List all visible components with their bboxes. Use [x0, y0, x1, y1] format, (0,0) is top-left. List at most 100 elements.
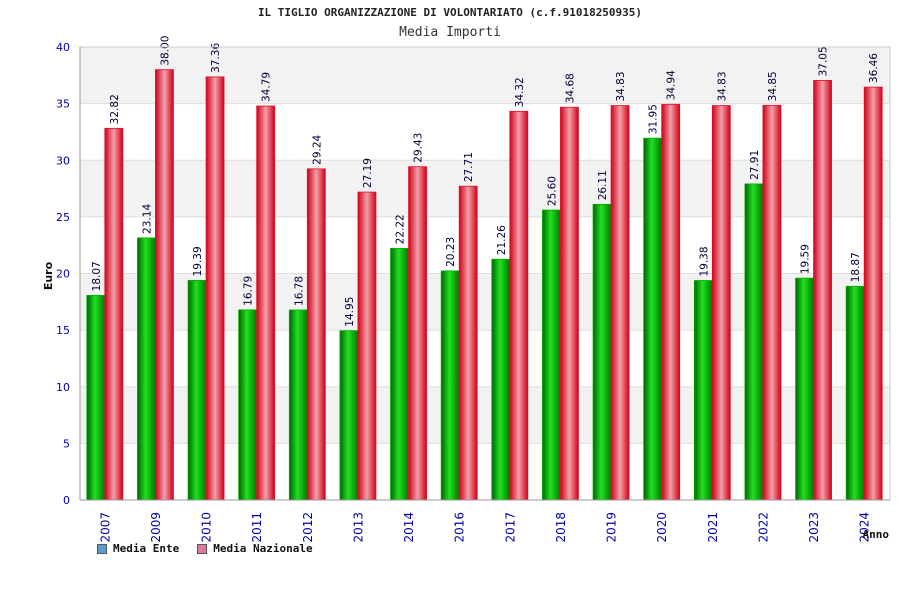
- legend-label-ente: Media Ente: [113, 542, 180, 555]
- legend-label-nazionale: Media Nazionale: [213, 542, 313, 555]
- bar-media-ente: [440, 270, 460, 501]
- data-label: 19.38: [698, 246, 710, 276]
- data-label: 19.39: [192, 246, 204, 276]
- data-label: 27.91: [749, 150, 761, 180]
- bar-media-ente: [137, 237, 156, 501]
- y-tick-label: 40: [56, 41, 70, 54]
- data-label: 16.79: [243, 276, 255, 306]
- x-tick-label: 2018: [554, 512, 568, 543]
- bar-media-nazionale: [560, 106, 579, 501]
- x-tick-label: 2023: [807, 512, 821, 543]
- bar-media-ente: [238, 309, 258, 501]
- data-label: 34.68: [564, 73, 576, 103]
- x-tick-label: 2017: [503, 512, 517, 543]
- data-label: 34.32: [514, 77, 526, 107]
- data-label: 38.00: [159, 36, 171, 66]
- x-tick-label: 2022: [756, 512, 770, 543]
- bar-media-nazionale: [813, 80, 832, 501]
- x-tick-label: 2013: [351, 512, 365, 543]
- data-label: 29.24: [311, 134, 323, 164]
- y-tick-label: 0: [63, 494, 70, 507]
- x-tick-label: 2010: [200, 512, 214, 543]
- data-label: 37.05: [818, 46, 830, 76]
- bar-media-ente: [643, 137, 663, 501]
- bar-media-ente: [187, 280, 207, 501]
- data-label: 26.11: [597, 170, 609, 200]
- x-tick-label: 2016: [453, 512, 467, 543]
- bar-media-nazionale: [104, 127, 124, 501]
- data-label: 31.95: [648, 104, 660, 134]
- data-label: 34.83: [716, 71, 728, 101]
- data-label: 34.79: [261, 72, 273, 102]
- y-axis-label: Euro: [42, 261, 55, 290]
- bar-media-nazionale: [205, 76, 225, 501]
- bar-media-nazionale: [509, 110, 529, 501]
- legend-item-nazionale: Media Nazionale: [197, 542, 313, 555]
- data-label: 27.19: [362, 158, 374, 188]
- bar-media-ente: [390, 247, 409, 501]
- data-label: 22.22: [395, 214, 407, 244]
- x-tick-label: 2014: [402, 512, 416, 543]
- legend-item-ente: Media Ente: [97, 542, 179, 555]
- data-label: 18.87: [850, 252, 862, 282]
- data-label: 19.59: [800, 244, 812, 274]
- y-tick-label: 5: [63, 437, 70, 450]
- data-label: 32.82: [109, 94, 121, 124]
- data-label: 14.95: [344, 297, 356, 327]
- bar-media-nazionale: [711, 105, 731, 501]
- bar-media-nazionale: [306, 168, 326, 501]
- bar-media-nazionale: [256, 105, 276, 501]
- bar-media-ente: [339, 330, 359, 501]
- chart-legend: Media Ente Media Nazionale: [97, 542, 313, 555]
- data-label: 21.26: [496, 225, 508, 255]
- y-tick-label: 30: [56, 154, 70, 167]
- data-label: 29.43: [413, 133, 425, 163]
- chart-title: IL TIGLIO ORGANIZZAZIONE DI VOLONTARIATO…: [257, 6, 643, 19]
- bar-media-ente: [491, 258, 511, 501]
- y-tick-label: 10: [56, 381, 70, 394]
- data-label: 23.14: [141, 204, 153, 234]
- legend-swatch-nazionale: [197, 543, 208, 554]
- y-tick-label: 35: [56, 98, 70, 111]
- x-tick-label: 2009: [149, 512, 163, 543]
- bar-media-ente: [845, 285, 865, 501]
- data-label: 18.07: [91, 261, 103, 291]
- bar-media-nazionale: [155, 69, 174, 501]
- data-label: 16.78: [293, 276, 305, 306]
- y-tick-label: 25: [56, 211, 70, 224]
- y-tick-label: 20: [56, 268, 70, 281]
- bar-media-nazionale: [458, 185, 478, 501]
- data-label: 37.36: [210, 43, 222, 73]
- data-label: 27.71: [463, 152, 475, 182]
- x-tick-label: 2012: [301, 512, 315, 543]
- bar-media-ente: [795, 277, 814, 501]
- data-label: 20.23: [445, 237, 457, 267]
- bar-media-nazionale: [610, 105, 630, 501]
- bar-media-nazionale: [357, 191, 377, 501]
- bar-media-ente: [592, 203, 612, 501]
- x-tick-label: 2019: [605, 512, 619, 543]
- bar-media-nazionale: [408, 166, 427, 501]
- x-tick-label: 2011: [250, 512, 264, 543]
- data-label: 34.94: [666, 70, 678, 100]
- bar-media-ente: [744, 183, 764, 501]
- bar-media-ente: [693, 280, 713, 501]
- data-label: 34.85: [767, 71, 779, 101]
- bar-media-nazionale: [762, 104, 782, 501]
- x-axis-label: Anno: [863, 528, 890, 541]
- legend-swatch-ente: [97, 543, 107, 554]
- bar-media-ente: [86, 294, 106, 501]
- bar-media-ente: [288, 309, 308, 501]
- x-tick-label: 2024: [858, 512, 872, 543]
- x-tick-label: 2007: [98, 512, 112, 543]
- bar-media-nazionale: [863, 86, 883, 501]
- bar-media-nazionale: [661, 103, 681, 501]
- data-label: 25.60: [546, 176, 558, 206]
- x-tick-label: 2020: [655, 512, 669, 543]
- y-tick-label: 15: [56, 324, 70, 337]
- data-label: 36.46: [868, 53, 880, 83]
- data-label: 34.83: [615, 71, 627, 101]
- x-tick-label: 2021: [706, 512, 720, 543]
- chart-subtitle: Media Importi: [399, 25, 501, 40]
